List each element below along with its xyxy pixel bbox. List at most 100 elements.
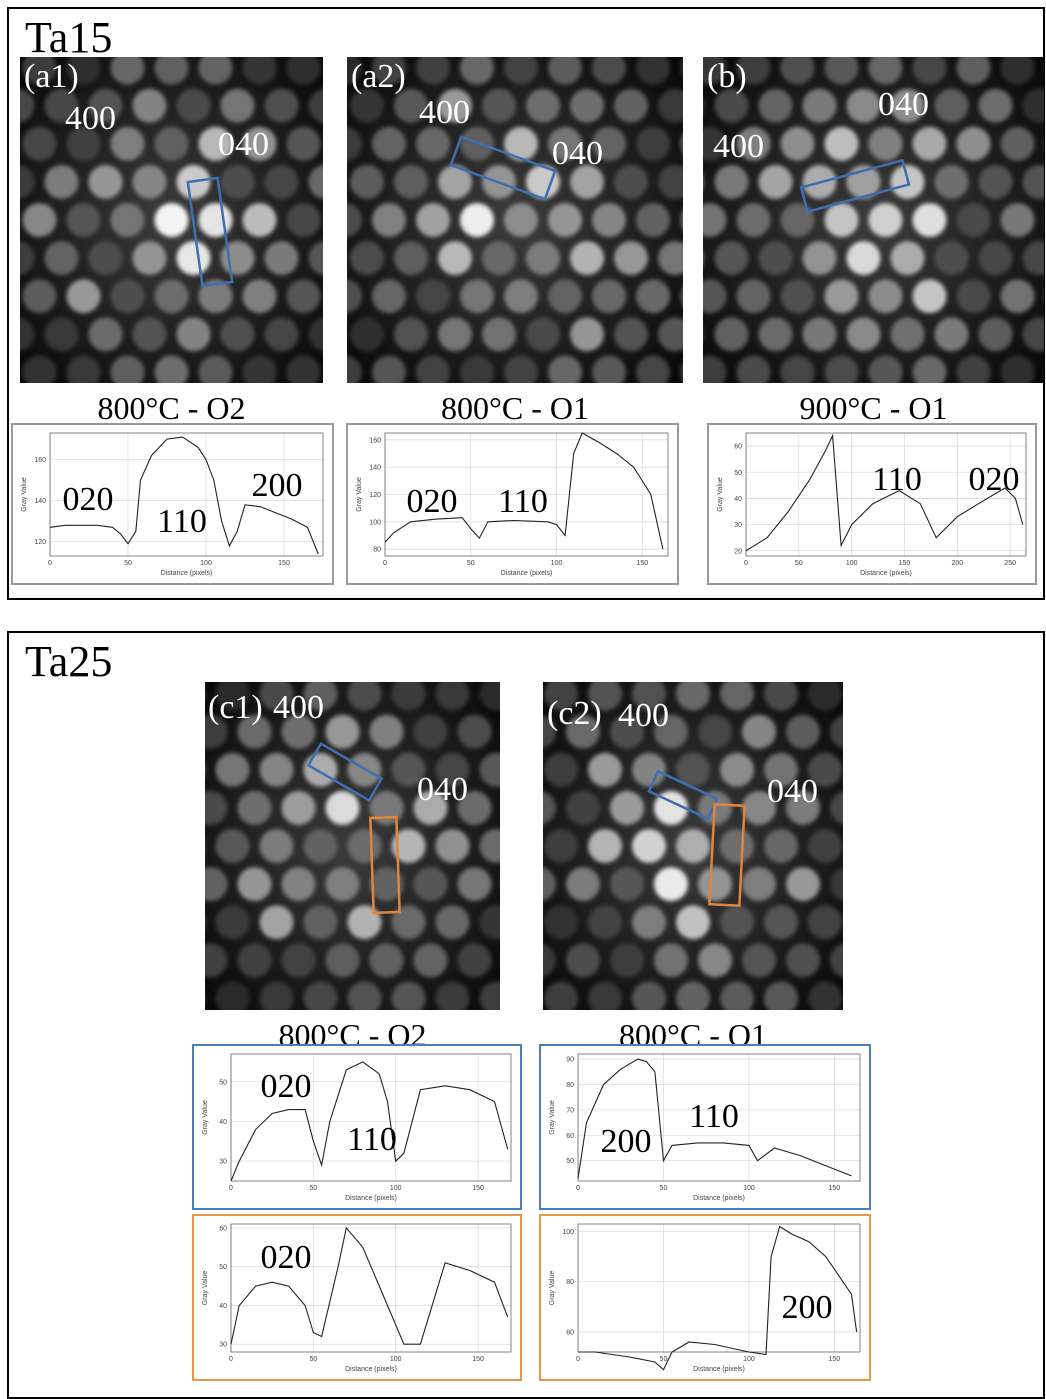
diffraction-spot [588,829,622,863]
profile-line [230,1061,509,1182]
diffraction-spot [0,127,13,161]
diffraction-image [347,12,683,428]
diffraction-spot [20,88,35,123]
image-label: (b) [707,58,747,95]
diffraction-spot [176,317,211,352]
y-tick-label: 160 [369,437,381,444]
x-axis-label: Distance (pixels) [161,570,213,577]
x-tick-label: 100 [390,1356,402,1363]
x-tick-label: 0 [229,1356,233,1363]
diffraction-spot [435,682,470,711]
diffraction-spot [803,12,837,46]
profile-frame [346,423,679,585]
diffraction-spot [742,943,776,978]
peak-label: 200 [252,467,303,504]
diffraction-spot [1000,203,1035,237]
diffraction-spot [394,317,428,352]
diffraction-spot [610,790,644,825]
diffraction-spot [546,638,580,672]
diffraction-spot [896,905,930,939]
diffraction-spot [714,317,749,352]
diffraction-spot [20,317,35,352]
diffraction-spot [265,394,299,428]
diffraction-spot [526,164,560,199]
x-axis-label: Distance (pixels) [860,570,912,577]
diffraction-spot [132,88,167,123]
diffraction-spot [416,126,450,161]
diffraction-spot [22,203,57,237]
plot-area [577,1223,861,1353]
diffraction-spot [808,682,842,711]
diffraction-spot [237,867,272,902]
diffraction-spot [614,12,648,46]
diffraction-spot [347,905,382,940]
diffraction-spot [414,638,448,672]
diffraction-spot [150,1020,184,1054]
diffraction-spot [703,355,727,383]
diffraction-spot [66,203,101,237]
diffraction-spot [610,714,644,749]
diffraction-spot [22,279,57,314]
profile-line [384,432,664,550]
diffraction-spot [303,682,338,711]
diffraction-spot [45,394,79,428]
diffraction-spot [1000,126,1035,161]
diffraction-spot [912,203,947,237]
peak-label: 200 [601,1123,652,1160]
diffraction-spot [742,790,776,825]
diffraction-spot [830,867,843,901]
diffraction-spot [852,753,886,787]
diffraction-spot [764,905,798,940]
diffraction-spot [88,317,123,352]
diffraction-spot [830,791,843,825]
diffraction-spot [543,867,556,901]
diffraction-spot [592,57,626,85]
diffraction-spot [353,394,387,428]
diffraction-spot [780,126,815,161]
y-axis-label: Gray Value [717,477,724,512]
diffraction-spot [457,790,492,825]
diffraction-spot [0,279,13,313]
diffraction-spot [703,174,705,189]
diffraction-spot [504,57,538,85]
diffraction-spot [394,394,428,428]
diffraction-spot [44,317,79,352]
diffraction-spot [566,790,600,825]
diffraction-spot [570,317,604,352]
diffraction-spot [110,126,145,161]
diffraction-spot [868,203,903,237]
diffraction-spot [874,715,908,749]
diffraction-spot [308,88,323,123]
diffraction-spot [482,88,516,123]
diffraction-spot [502,715,536,749]
y-tick-label: 50 [734,470,742,477]
diffraction-spot [264,164,299,199]
diffraction-spot [526,12,560,46]
diffraction-spot [435,905,470,940]
diffraction-spot [479,905,500,940]
diffraction-spot [592,355,626,383]
diffraction-spot [703,126,727,161]
diffraction-spot [588,752,622,787]
diffraction-spot [526,88,560,123]
diffraction-spot [391,981,426,1010]
diffraction-spot [720,981,754,1010]
diffraction-spot [808,752,842,787]
diffraction-spot [548,57,582,85]
diffraction-spot [502,791,536,825]
diffraction-spot [548,203,582,237]
y-tick-label: 50 [219,1079,227,1086]
diffraction-spot [154,126,189,161]
y-tick-label: 100 [369,519,381,526]
diffraction-spot [110,355,145,383]
diffraction-spot [548,279,582,314]
diffraction-spot [935,12,969,46]
diffraction-spot [369,714,404,749]
diffraction-spot [742,638,776,672]
x-tick-label: 100 [551,560,563,567]
diffraction-spot [874,867,908,901]
diffraction-spot [502,867,536,901]
diffraction-spot [286,203,321,237]
diffraction-spot [372,126,406,161]
diffraction-spot [658,88,683,123]
